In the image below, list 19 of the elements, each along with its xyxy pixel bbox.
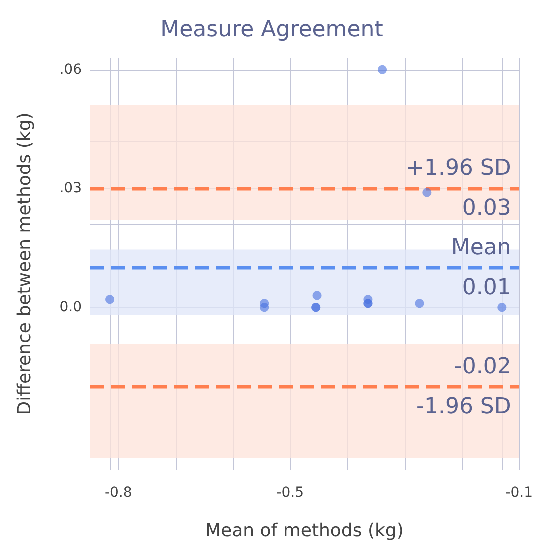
x-tick-label: -0.1	[506, 485, 534, 501]
point	[498, 303, 507, 312]
x-axis-title: Mean of methods (kg)	[206, 520, 404, 542]
point	[312, 291, 322, 300]
chart-title: Measure Agreement	[160, 18, 384, 42]
y-tick-label: .06	[60, 62, 82, 78]
y-axis-title: Difference between methods (kg)	[14, 112, 36, 416]
ref-line-label: -0.02 -1.96 SD	[416, 354, 512, 420]
point	[106, 295, 115, 304]
x-tick-label: -0.8	[104, 485, 132, 501]
y-tick-label: .03	[60, 180, 82, 197]
ref-line-label: Mean 0.01	[451, 235, 512, 300]
y-tick-label: 0.0	[60, 300, 82, 316]
point	[422, 188, 432, 198]
point	[378, 65, 388, 74]
point	[415, 299, 424, 308]
point	[260, 303, 270, 312]
ref-line-label: +1.96 SD 0.03	[406, 156, 512, 222]
x-tick-label: -0.5	[276, 485, 304, 501]
